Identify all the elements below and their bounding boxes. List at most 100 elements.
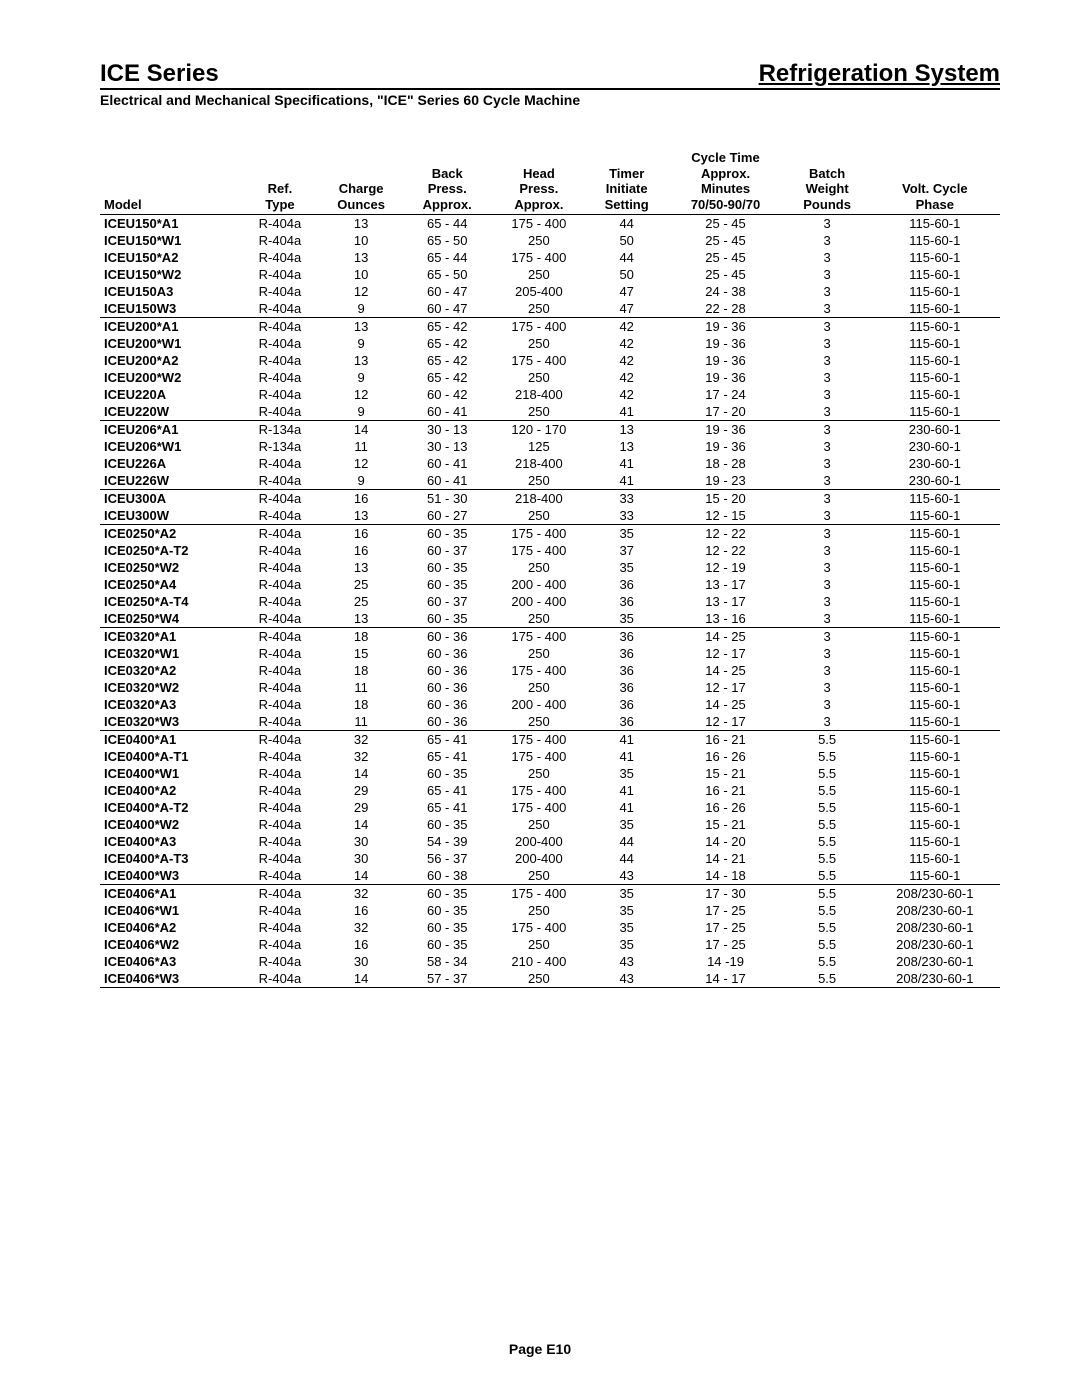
table-cell: 115-60-1 bbox=[870, 610, 1000, 628]
table-cell: 60 - 36 bbox=[404, 713, 491, 731]
table-cell: 44 bbox=[587, 833, 666, 850]
table-cell: ICEU220A bbox=[100, 386, 241, 403]
table-cell: ICEU150A3 bbox=[100, 283, 241, 300]
table-cell: 250 bbox=[491, 507, 587, 525]
column-header: Ref.Type bbox=[241, 148, 318, 215]
table-row: ICE0400*A1R-404a3265 - 41175 - 4004116 -… bbox=[100, 731, 1000, 749]
table-cell: 15 - 21 bbox=[666, 816, 784, 833]
table-cell: R-404a bbox=[241, 782, 318, 799]
table-cell: 11 bbox=[319, 438, 404, 455]
table-cell: 5.5 bbox=[785, 902, 870, 919]
table-cell: 14 - 20 bbox=[666, 833, 784, 850]
table-cell: 30 - 13 bbox=[404, 438, 491, 455]
table-cell: R-404a bbox=[241, 386, 318, 403]
table-row: ICE0250*A-T4R-404a2560 - 37200 - 4003613… bbox=[100, 593, 1000, 610]
table-head: Model Ref.Type ChargeOuncesBackPress.App… bbox=[100, 148, 1000, 215]
table-cell: 250 bbox=[491, 232, 587, 249]
table-cell: 14 - 25 bbox=[666, 662, 784, 679]
table-cell: 175 - 400 bbox=[491, 525, 587, 543]
table-cell: 3 bbox=[785, 300, 870, 318]
table-cell: 44 bbox=[587, 249, 666, 266]
table-cell: R-404a bbox=[241, 902, 318, 919]
table-cell: 250 bbox=[491, 335, 587, 352]
table-cell: 115-60-1 bbox=[870, 507, 1000, 525]
table-cell: 60 - 37 bbox=[404, 542, 491, 559]
table-cell: 60 - 41 bbox=[404, 472, 491, 490]
table-cell: 3 bbox=[785, 472, 870, 490]
table-cell: 115-60-1 bbox=[870, 335, 1000, 352]
table-cell: 35 bbox=[587, 610, 666, 628]
table-row: ICE0406*A1R-404a3260 - 35175 - 4003517 -… bbox=[100, 885, 1000, 903]
table-cell: 230-60-1 bbox=[870, 455, 1000, 472]
table-cell: 115-60-1 bbox=[870, 799, 1000, 816]
table-cell: 115-60-1 bbox=[870, 731, 1000, 749]
table-row: ICE0406*A2R-404a3260 - 35175 - 4003517 -… bbox=[100, 919, 1000, 936]
table-cell: 250 bbox=[491, 816, 587, 833]
table-cell: 36 bbox=[587, 662, 666, 679]
table-cell: 12 - 17 bbox=[666, 713, 784, 731]
column-header: BatchWeightPounds bbox=[785, 148, 870, 215]
table-cell: R-404a bbox=[241, 970, 318, 988]
table-cell: R-404a bbox=[241, 936, 318, 953]
table-cell: 120 - 170 bbox=[491, 421, 587, 439]
table-cell: ICEU300W bbox=[100, 507, 241, 525]
table-cell: 36 bbox=[587, 679, 666, 696]
table-cell: 12 - 17 bbox=[666, 645, 784, 662]
table-cell: 3 bbox=[785, 249, 870, 266]
table-cell: 250 bbox=[491, 472, 587, 490]
table-cell: 250 bbox=[491, 936, 587, 953]
table-cell: 50 bbox=[587, 266, 666, 283]
table-cell: 12 - 22 bbox=[666, 525, 784, 543]
table-cell: ICEU150*W1 bbox=[100, 232, 241, 249]
table-cell: 115-60-1 bbox=[870, 593, 1000, 610]
table-cell: ICE0400*W1 bbox=[100, 765, 241, 782]
column-header: Volt. CyclePhase bbox=[870, 148, 1000, 215]
table-cell: R-404a bbox=[241, 696, 318, 713]
table-cell: 115-60-1 bbox=[870, 559, 1000, 576]
table-cell: 3 bbox=[785, 318, 870, 336]
table-cell: ICE0406*A1 bbox=[100, 885, 241, 903]
table-cell: 230-60-1 bbox=[870, 472, 1000, 490]
table-cell: 60 - 36 bbox=[404, 662, 491, 679]
table-cell: R-404a bbox=[241, 953, 318, 970]
table-cell: 3 bbox=[785, 593, 870, 610]
table-cell: 41 bbox=[587, 403, 666, 421]
table-cell: 3 bbox=[785, 559, 870, 576]
table-cell: 175 - 400 bbox=[491, 542, 587, 559]
table-cell: 200-400 bbox=[491, 850, 587, 867]
table-cell: 12 - 15 bbox=[666, 507, 784, 525]
table-cell: 13 bbox=[319, 249, 404, 266]
table-cell: 5.5 bbox=[785, 970, 870, 988]
table-cell: 12 bbox=[319, 283, 404, 300]
column-header: HeadPress.Approx. bbox=[491, 148, 587, 215]
table-cell: R-404a bbox=[241, 731, 318, 749]
table-cell: R-134a bbox=[241, 421, 318, 439]
table-row: ICE0320*A3R-404a1860 - 36200 - 4003614 -… bbox=[100, 696, 1000, 713]
table-cell: ICE0250*A4 bbox=[100, 576, 241, 593]
table-cell: 19 - 23 bbox=[666, 472, 784, 490]
table-cell: 37 bbox=[587, 542, 666, 559]
table-row: ICE0400*W2R-404a1460 - 352503515 - 215.5… bbox=[100, 816, 1000, 833]
table-cell: 35 bbox=[587, 525, 666, 543]
table-cell: ICE0250*A-T4 bbox=[100, 593, 241, 610]
table-cell: 41 bbox=[587, 472, 666, 490]
table-row: ICE0406*W3R-404a1457 - 372504314 - 175.5… bbox=[100, 970, 1000, 988]
table-row: ICE0320*A1R-404a1860 - 36175 - 4003614 -… bbox=[100, 628, 1000, 646]
table-cell: 5.5 bbox=[785, 765, 870, 782]
table-cell: 35 bbox=[587, 559, 666, 576]
table-cell: 29 bbox=[319, 799, 404, 816]
table-cell: 19 - 36 bbox=[666, 352, 784, 369]
table-cell: ICE0400*A2 bbox=[100, 782, 241, 799]
table-cell: 3 bbox=[785, 525, 870, 543]
table-cell: R-404a bbox=[241, 215, 318, 233]
table-cell: 218-400 bbox=[491, 455, 587, 472]
table-cell: 3 bbox=[785, 662, 870, 679]
subtitle: Electrical and Mechanical Specifications… bbox=[100, 92, 1000, 108]
table-cell: 56 - 37 bbox=[404, 850, 491, 867]
column-header: Cycle TimeApprox.Minutes70/50-90/70 bbox=[666, 148, 784, 215]
table-row: ICE0406*A3R-404a3058 - 34210 - 4004314 -… bbox=[100, 953, 1000, 970]
table-cell: 32 bbox=[319, 919, 404, 936]
table-cell: 17 - 24 bbox=[666, 386, 784, 403]
table-cell: 208/230-60-1 bbox=[870, 919, 1000, 936]
table-cell: R-404a bbox=[241, 765, 318, 782]
